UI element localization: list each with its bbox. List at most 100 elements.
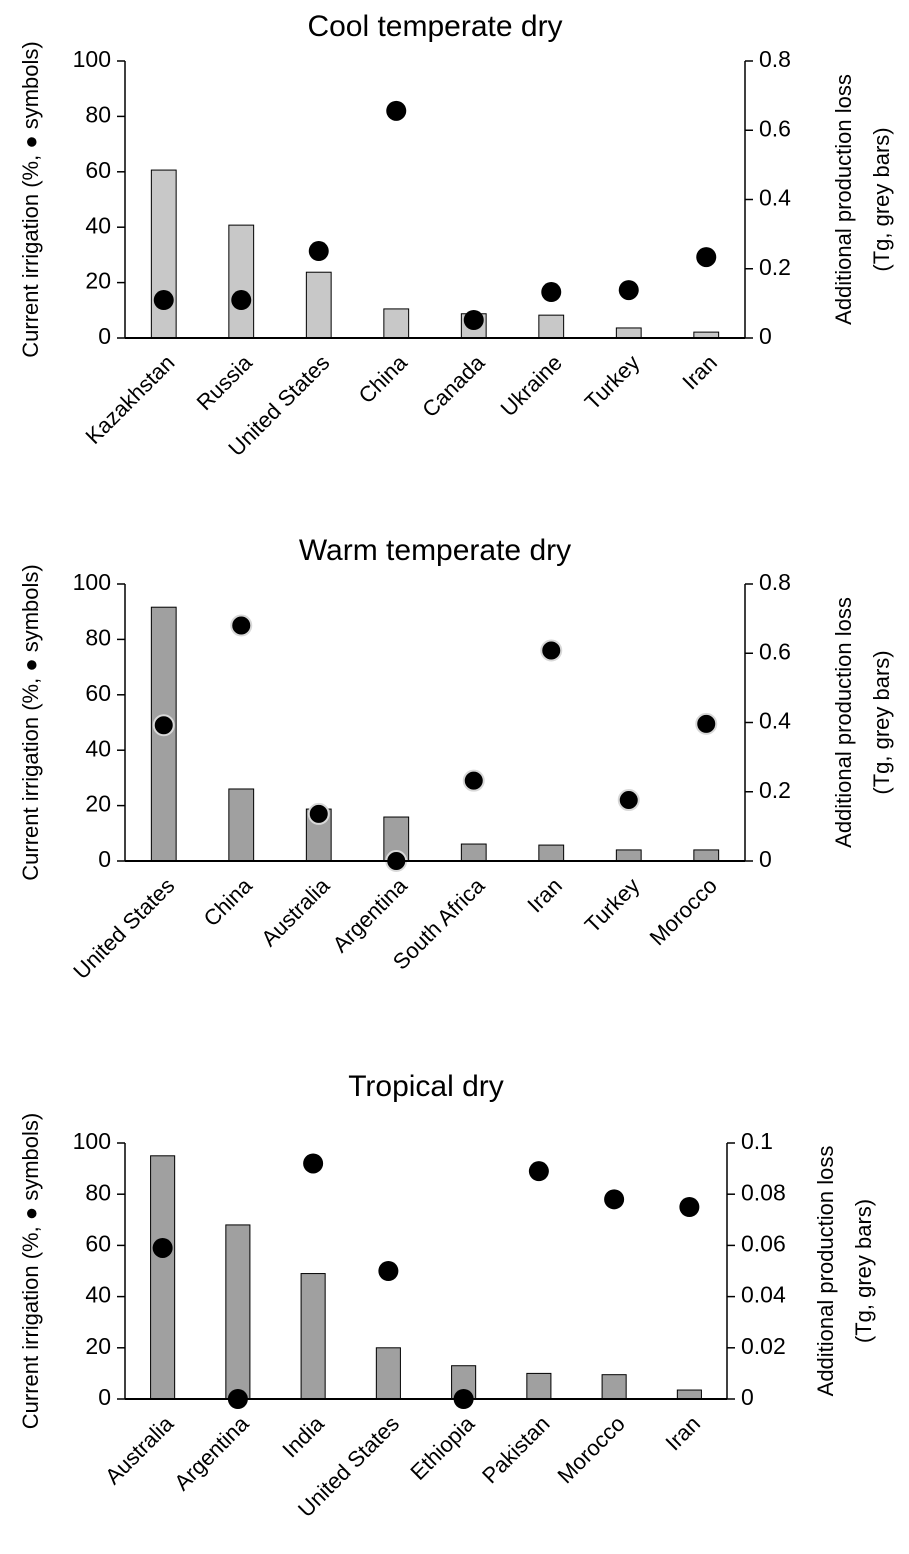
x-tick-label: Argentina bbox=[169, 1410, 254, 1495]
bar bbox=[615, 849, 642, 862]
bar bbox=[300, 1273, 326, 1400]
point bbox=[153, 290, 174, 311]
bar bbox=[305, 271, 332, 339]
y-tick-label: 20 bbox=[85, 1333, 111, 1359]
point bbox=[696, 247, 717, 268]
y2-tick-label: 0.4 bbox=[759, 708, 791, 734]
y-tick-label: 20 bbox=[85, 268, 111, 294]
point bbox=[618, 280, 639, 301]
y-tick-label: 0 bbox=[98, 323, 111, 349]
bar bbox=[225, 1224, 251, 1400]
y2-axis-label: (Tg, grey bars) bbox=[869, 650, 894, 794]
y-tick-label: 80 bbox=[85, 1179, 111, 1205]
point bbox=[307, 802, 330, 825]
y-tick-label: 0 bbox=[98, 1384, 111, 1410]
point bbox=[528, 1161, 549, 1182]
x-tick-label: United States bbox=[68, 873, 179, 984]
x-tick-label: Morocco bbox=[552, 1411, 629, 1488]
x-tick-label: Morocco bbox=[645, 873, 722, 950]
bar bbox=[615, 327, 642, 339]
y-tick-label: 80 bbox=[85, 101, 111, 127]
y-tick-label: 20 bbox=[85, 791, 111, 817]
point bbox=[617, 789, 640, 812]
y2-axis-label: (Tg, grey bars) bbox=[851, 1199, 876, 1343]
y-tick-label: 80 bbox=[85, 624, 111, 650]
y2-tick-label: 0.8 bbox=[759, 46, 791, 72]
bar bbox=[460, 843, 487, 862]
point bbox=[463, 309, 484, 330]
y2-tick-label: 0.4 bbox=[759, 185, 791, 211]
bar bbox=[150, 169, 177, 339]
x-tick-label: Iran bbox=[661, 1411, 705, 1455]
point bbox=[604, 1189, 625, 1210]
y-tick-label: 40 bbox=[85, 735, 111, 761]
chart-title: Tropical dry bbox=[348, 1070, 504, 1103]
x-tick-label: Australia bbox=[256, 872, 335, 951]
y-tick-label: 100 bbox=[73, 1128, 111, 1154]
x-tick-label: Turkey bbox=[580, 350, 645, 415]
y-tick-label: 100 bbox=[73, 569, 111, 595]
y2-tick-label: 0.1 bbox=[741, 1128, 773, 1154]
y-tick-label: 60 bbox=[85, 680, 111, 706]
bar bbox=[538, 314, 565, 339]
y-tick-label: 60 bbox=[85, 157, 111, 183]
x-tick-label: Iran bbox=[522, 873, 566, 917]
y2-tick-label: 0.08 bbox=[741, 1179, 786, 1205]
x-tick-label: India bbox=[277, 1410, 329, 1462]
x-tick-label: Australia bbox=[100, 1410, 179, 1489]
point bbox=[152, 1237, 173, 1258]
point bbox=[540, 639, 563, 662]
y-tick-label: 40 bbox=[85, 1282, 111, 1308]
y2-axis-label: Additional production loss bbox=[831, 597, 856, 848]
y-axis-label: Current irrigation (%, ● symbols) bbox=[18, 41, 43, 357]
y-axis-label: Current irrigation (%, ● symbols) bbox=[18, 1113, 43, 1429]
y-tick-label: 0 bbox=[98, 846, 111, 872]
y2-tick-label: 0 bbox=[741, 1384, 754, 1410]
point bbox=[386, 100, 407, 121]
point bbox=[462, 769, 485, 792]
x-tick-label: Turkey bbox=[580, 873, 645, 938]
chart-title: Cool temperate dry bbox=[307, 10, 562, 43]
y2-tick-label: 0.2 bbox=[759, 254, 791, 280]
y2-tick-label: 0.2 bbox=[759, 777, 791, 803]
point bbox=[230, 614, 253, 637]
point bbox=[695, 712, 718, 735]
y-axis-label: Current irrigation (%, ● symbols) bbox=[18, 564, 43, 880]
x-tick-label: Pakistan bbox=[477, 1411, 554, 1488]
x-tick-label: Ukraine bbox=[496, 350, 567, 421]
x-tick-label: Kazakhstan bbox=[80, 350, 179, 449]
x-tick-label: Ethiopia bbox=[405, 1410, 479, 1484]
bar bbox=[526, 1372, 552, 1400]
x-tick-label: China bbox=[199, 872, 258, 931]
point bbox=[303, 1153, 324, 1174]
bar bbox=[676, 1389, 702, 1400]
y2-tick-label: 0 bbox=[759, 323, 772, 349]
x-tick-label: Canada bbox=[417, 349, 490, 422]
bar bbox=[383, 308, 410, 339]
y-tick-label: 40 bbox=[85, 212, 111, 238]
y2-tick-label: 0.04 bbox=[741, 1282, 786, 1308]
bar bbox=[150, 1155, 176, 1400]
x-tick-label: Russia bbox=[192, 349, 258, 415]
point bbox=[152, 714, 175, 737]
point bbox=[231, 290, 252, 311]
y2-tick-label: 0.06 bbox=[741, 1230, 786, 1256]
y2-tick-label: 0.02 bbox=[741, 1333, 786, 1359]
bar bbox=[601, 1374, 627, 1400]
y2-axis-label: (Tg, grey bars) bbox=[869, 127, 894, 271]
y2-axis-label: Additional production loss bbox=[813, 1146, 838, 1397]
y2-tick-label: 0 bbox=[759, 846, 772, 872]
point bbox=[308, 241, 329, 262]
bar bbox=[375, 1347, 401, 1400]
y-tick-label: 60 bbox=[85, 1230, 111, 1256]
bar bbox=[228, 224, 255, 339]
point bbox=[378, 1261, 399, 1281]
x-tick-label: China bbox=[354, 349, 413, 408]
x-tick-label: Iran bbox=[677, 350, 721, 394]
bar bbox=[228, 788, 255, 862]
y2-tick-label: 0.6 bbox=[759, 638, 791, 664]
chart-title: Warm temperate dry bbox=[299, 534, 571, 567]
point bbox=[541, 282, 562, 303]
